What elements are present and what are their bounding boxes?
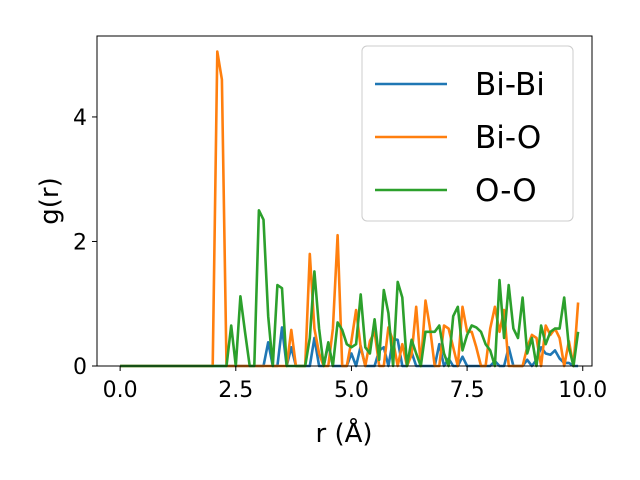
x-tick-label: 2.5 [218, 378, 253, 403]
x-tick-label: 5.0 [334, 378, 369, 403]
legend-box [361, 45, 574, 222]
x-tick-label: 10.0 [558, 378, 607, 403]
x-tick-label: 0.0 [103, 378, 138, 403]
x-axis-label: r (Å) [315, 417, 372, 449]
legend-label: O-O [475, 173, 537, 209]
y-tick-label: 4 [73, 106, 87, 131]
x-tick-label: 7.5 [450, 378, 485, 403]
y-tick-label: 2 [73, 230, 87, 255]
legend-label: Bi-O [475, 120, 541, 156]
series-line-o-o [120, 209, 580, 368]
y-axis: 0 2 4 [73, 106, 97, 380]
x-axis: 0.0 2.5 5.0 7.5 10.0 [103, 366, 607, 403]
legend-label: Bi-Bi [475, 67, 545, 103]
y-tick-label: 0 [73, 355, 87, 380]
plot-frame [96, 35, 593, 367]
legend: Bi-Bi Bi-O O-O [361, 45, 574, 222]
y-axis-label: g(r) [35, 177, 65, 224]
